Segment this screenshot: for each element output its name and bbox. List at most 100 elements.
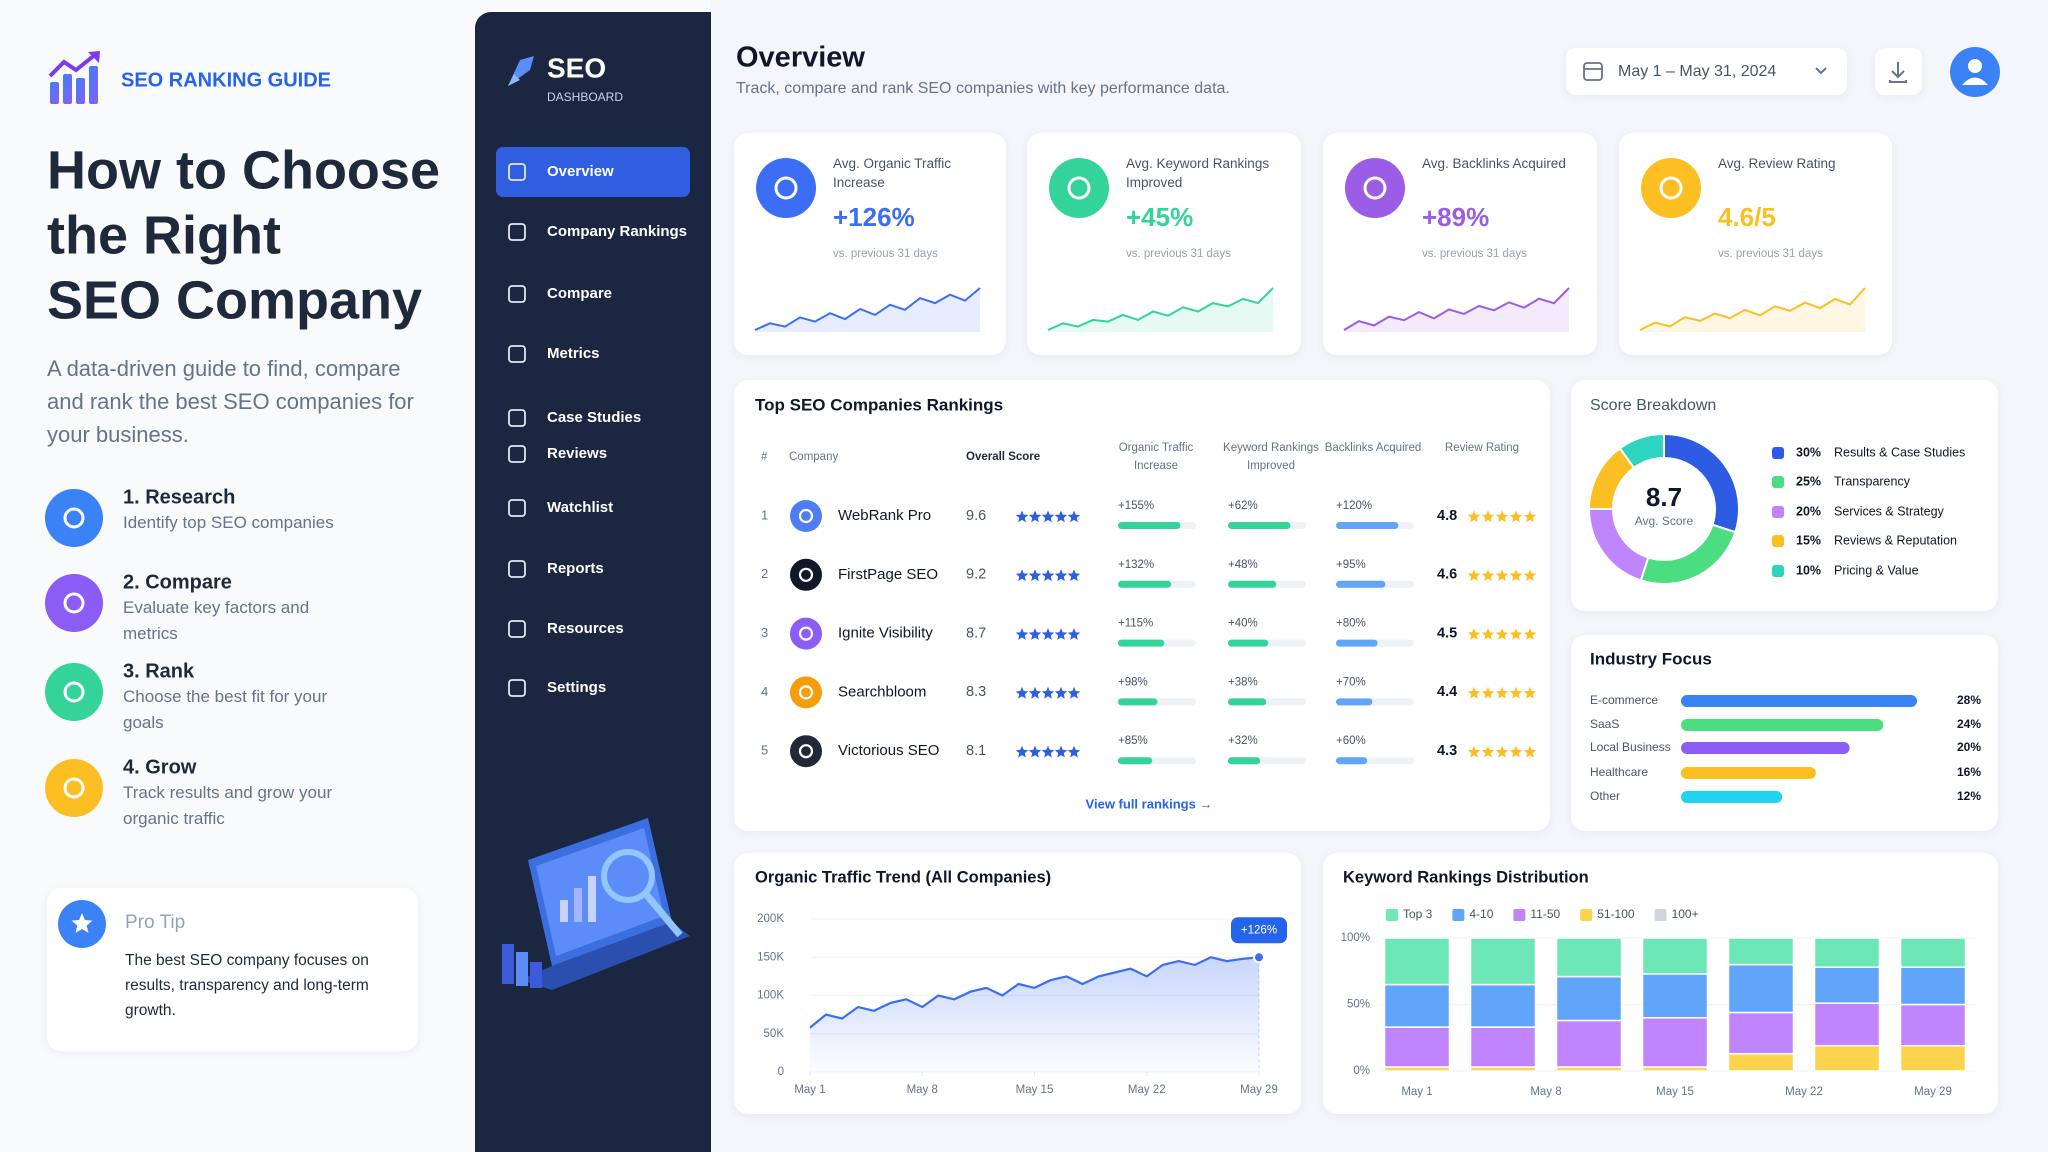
- rating: 4.5: [1437, 625, 1457, 641]
- stacked-segment: [1641, 1017, 1709, 1068]
- nav-item[interactable]: Case Studies: [547, 409, 641, 426]
- star-icon: [1041, 745, 1055, 758]
- industry-bar: [1681, 695, 1917, 707]
- star-icon: [1054, 510, 1068, 523]
- company-name: WebRank Pro: [838, 507, 931, 524]
- x-tick-label: May 15: [1016, 1084, 1054, 1096]
- panel-title: Top SEO Companies Rankings: [755, 395, 1003, 414]
- tip-text: The best SEO company focuses on results,…: [125, 952, 369, 1019]
- metric-bar: [1336, 757, 1368, 765]
- star-icon: [1467, 569, 1481, 582]
- nav-item[interactable]: Overview: [547, 163, 614, 180]
- legend-label: 100+: [1672, 907, 1699, 921]
- kpi-value: 4.6/5: [1718, 202, 1776, 232]
- metric-bar: [1228, 522, 1291, 529]
- rating: 4.8: [1437, 508, 1457, 524]
- rank: 3: [761, 625, 768, 640]
- stacked-segment: [1899, 966, 1967, 1006]
- rank: 2: [761, 566, 768, 581]
- kpi-label: Avg. Keyword Rankings Improved: [1126, 156, 1270, 190]
- legend-label: Reviews & Reputation: [1834, 533, 1957, 547]
- nav-item[interactable]: Settings: [547, 679, 606, 696]
- kpi-label: Avg. Organic Traffic Increase: [833, 156, 952, 190]
- star-icon: [1028, 628, 1042, 640]
- value-label: 12%: [1957, 789, 1981, 803]
- value-label: 24%: [1957, 717, 1981, 731]
- kpi-glyph: [774, 176, 798, 200]
- company-logo: [790, 617, 822, 650]
- star-icon: [1523, 569, 1537, 582]
- page-subtitle: Track, compare and rank SEO companies wi…: [736, 80, 1230, 97]
- date-picker[interactable]: [1566, 48, 1847, 95]
- nav-item[interactable]: Resources: [547, 620, 624, 637]
- avatar[interactable]: [1950, 47, 2000, 97]
- company-logo: [790, 500, 822, 532]
- metric-label: +98%: [1118, 676, 1148, 688]
- column-header: Review Rating: [1444, 442, 1520, 454]
- metric-label: +40%: [1228, 618, 1258, 630]
- star-icon: [1067, 686, 1081, 699]
- kpi-value: +126%: [833, 202, 915, 232]
- stacked-segment: [1727, 1011, 1795, 1055]
- company-logo: [790, 735, 822, 768]
- y-tick-label: 0%: [1353, 1065, 1370, 1077]
- star-icon: [1495, 745, 1509, 758]
- legend-value: 30%: [1796, 445, 1821, 459]
- nav-item[interactable]: Watchlist: [547, 499, 613, 516]
- step-glyph: [63, 681, 85, 703]
- legend-swatch: [1772, 447, 1784, 459]
- star-icon: [1481, 686, 1495, 699]
- nav-icon: [508, 679, 526, 697]
- stacked-segment: [1469, 937, 1537, 986]
- value-label: 28%: [1957, 693, 1981, 707]
- nav-item[interactable]: Company Rankings: [547, 223, 687, 240]
- kpi-note: vs. previous 31 days: [833, 248, 938, 260]
- star-icon: [1067, 628, 1081, 640]
- metric-bar: [1118, 698, 1158, 706]
- view-rankings-link[interactable]: View full rankings →: [1086, 796, 1213, 811]
- calendar-icon: [1583, 62, 1603, 81]
- kpi-value: +45%: [1126, 202, 1193, 232]
- nav-item[interactable]: Metrics: [547, 345, 600, 362]
- star-icon: [1041, 686, 1055, 699]
- x-tick-label: May 1: [1401, 1086, 1432, 1098]
- download-icon: [1889, 62, 1907, 83]
- company-logo-glyph: [798, 685, 814, 700]
- legend-value: 15%: [1796, 533, 1821, 547]
- kpi-icon: [1049, 158, 1109, 218]
- rating: 4.4: [1437, 684, 1457, 700]
- y-tick-label: 150K: [757, 951, 784, 963]
- star-icon: [1028, 745, 1042, 758]
- star-icon: [1509, 569, 1523, 582]
- sparkline: [1639, 287, 1866, 331]
- x-tick-label: May 8: [1530, 1086, 1561, 1098]
- metric-bar: [1118, 757, 1153, 765]
- sparkline-area: [1640, 288, 1865, 332]
- stacked-segment: [1899, 1003, 1967, 1047]
- date-range[interactable]: May 1 – May 31, 2024: [1618, 63, 1776, 80]
- star-icon: [1467, 510, 1481, 523]
- nav-item[interactable]: Compare: [547, 285, 612, 302]
- legend-swatch: [1580, 909, 1593, 921]
- x-tick-label: May 22: [1128, 1084, 1166, 1096]
- nav-item[interactable]: Reviews: [547, 445, 607, 462]
- kpi-note: vs. previous 31 days: [1422, 248, 1527, 260]
- nav-item[interactable]: Reports: [547, 560, 604, 577]
- star-icon: [1495, 628, 1509, 640]
- tip-card: [47, 888, 418, 1051]
- score: 9.2: [966, 567, 986, 583]
- legend-swatch: [1772, 565, 1784, 577]
- panel-title: Organic Traffic Trend (All Companies): [755, 868, 1051, 886]
- category-label: Other: [1590, 789, 1620, 803]
- rank: 1: [761, 507, 768, 522]
- page-title: Overview: [736, 42, 865, 74]
- step-title: 1. Research: [123, 486, 235, 508]
- step-text: Track results and grow your organic traf…: [123, 783, 333, 828]
- y-tick-label: 0: [778, 1066, 784, 1078]
- guide-subtitle: A data-driven guide to find, compare and…: [47, 356, 414, 447]
- column-header: Company: [789, 451, 838, 463]
- nav-icon: [508, 345, 526, 363]
- star-icon: [1015, 686, 1029, 699]
- star-icon: [1067, 569, 1081, 582]
- metric-label: +120%: [1336, 500, 1372, 512]
